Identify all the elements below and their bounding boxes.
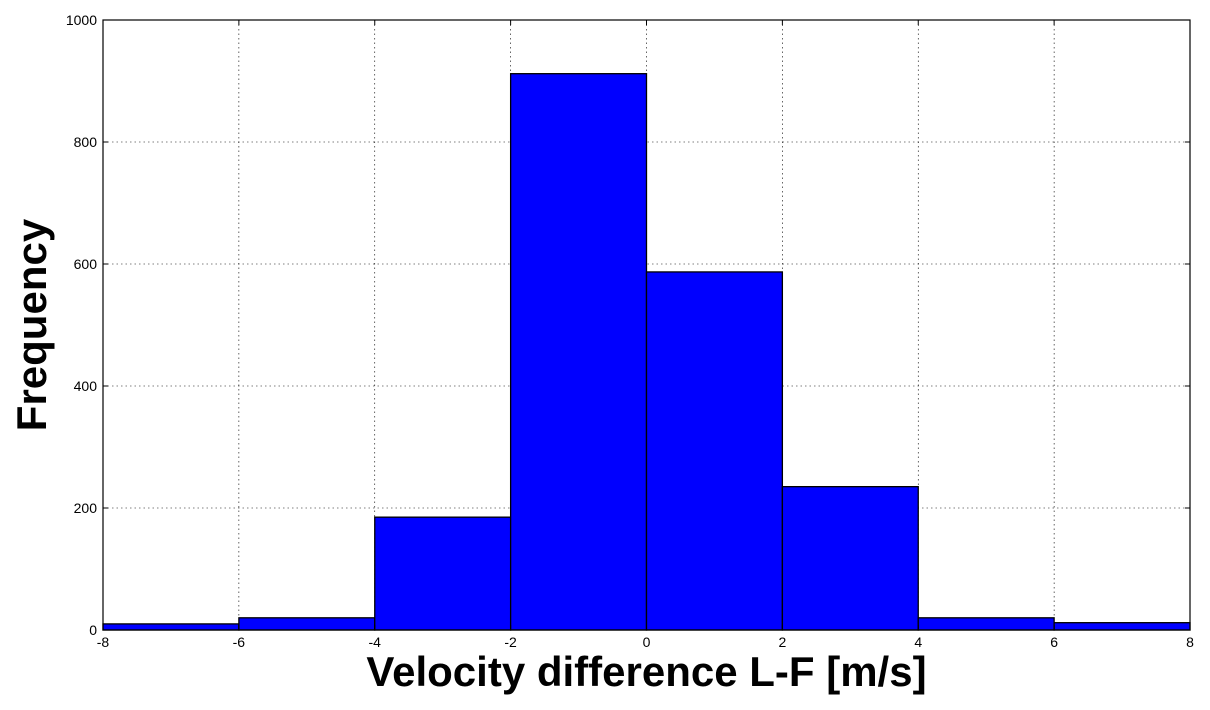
- y-tick-label: 200: [74, 500, 98, 516]
- x-tick-label: 6: [1050, 634, 1058, 650]
- histogram-bar: [509, 73, 648, 631]
- x-tick-label: -8: [97, 634, 110, 650]
- x-axis-label: Velocity difference L-F [m/s]: [366, 648, 926, 695]
- y-tick-label: 400: [74, 378, 98, 394]
- y-tick-label: 800: [74, 134, 98, 150]
- x-tick-label: -2: [504, 634, 517, 650]
- grid-lines: [103, 20, 1190, 630]
- histogram-bars: [102, 73, 1191, 631]
- x-tick-label: -6: [233, 634, 246, 650]
- x-tick-label: 8: [1186, 634, 1194, 650]
- axis-ticks: [102, 19, 1191, 631]
- y-tick-labels: 0 200 400 600 800 1000: [66, 12, 97, 638]
- histogram-bar: [781, 485, 919, 631]
- x-tick-label: -4: [369, 634, 382, 650]
- histogram-bar: [102, 623, 240, 631]
- x-tick-labels: -8 -6 -4 -2 0 2 4 6 8: [97, 634, 1194, 650]
- y-tick-label: 0: [89, 622, 97, 638]
- x-tick-label: 2: [778, 634, 786, 650]
- histogram-bar: [374, 516, 512, 631]
- x-tick-label: 4: [914, 634, 922, 650]
- y-tick-label: 600: [74, 256, 98, 272]
- histogram-bar: [1053, 622, 1191, 631]
- histogram-bar: [645, 271, 784, 631]
- y-tick-label: 1000: [66, 12, 97, 28]
- histogram-bar: [917, 617, 1055, 631]
- y-axis-label: Frequency: [8, 218, 55, 431]
- histogram-bar: [238, 617, 376, 631]
- x-tick-label: 0: [643, 634, 651, 650]
